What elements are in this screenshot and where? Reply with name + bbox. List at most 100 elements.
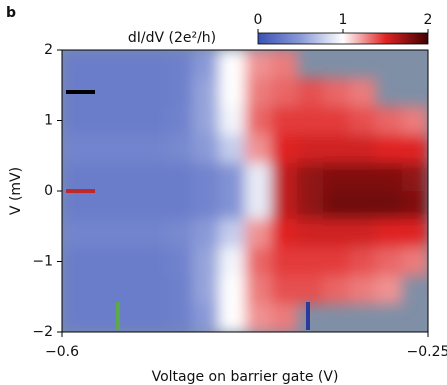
annotations <box>66 90 310 330</box>
heatmap-cell <box>271 219 298 248</box>
heatmap-cell <box>218 247 246 277</box>
heatmap-cell <box>218 106 246 136</box>
heatmap-cell <box>62 106 89 136</box>
heatmap-cell <box>218 303 246 332</box>
heatmap-cell <box>271 162 298 192</box>
heatmap-cell <box>323 275 351 305</box>
heatmap-cell <box>192 162 220 192</box>
heatmap-cell <box>271 78 298 107</box>
heatmap-cell <box>245 162 272 192</box>
heatmap-cell <box>62 191 89 220</box>
heatmap-cell <box>271 247 298 277</box>
heatmap-cell <box>401 162 428 192</box>
heatmap <box>62 50 428 332</box>
heatmap-cell <box>166 191 194 220</box>
heatmap-cell <box>245 106 272 136</box>
heatmap-cell <box>245 78 272 107</box>
heatmap-cell <box>323 106 351 136</box>
y-axis-label: V (mV) <box>8 167 24 215</box>
heatmap-cell <box>140 78 168 107</box>
heatmap-cell <box>218 162 246 192</box>
heatmap-cell <box>88 50 115 79</box>
heatmap-cell <box>245 247 272 277</box>
heatmap-cell <box>166 303 194 332</box>
heatmap-cell <box>297 275 324 305</box>
heatmap-cell <box>297 78 324 107</box>
y-tick-label: 2 <box>44 42 53 58</box>
heatmap-cell <box>114 162 141 192</box>
heatmap-cell <box>323 162 351 192</box>
heatmap-cell <box>375 134 403 164</box>
heatmap-cell <box>140 219 168 248</box>
heatmap-cell <box>375 219 403 248</box>
heatmap-cell <box>401 219 428 248</box>
heatmap-cell <box>88 275 115 305</box>
x-axis-label: Voltage on barrier gate (V) <box>152 369 339 385</box>
heatmap-cell <box>349 78 377 107</box>
heatmap-cell <box>140 134 168 164</box>
heatmap-cell <box>140 50 168 79</box>
heatmap-cell <box>140 106 168 136</box>
heatmap-cell <box>88 247 115 277</box>
heatmap-cell <box>271 303 298 332</box>
heatmap-cell <box>62 134 89 164</box>
heatmap-cell <box>401 106 428 136</box>
heatmap-cell <box>114 219 141 248</box>
heatmap-cell <box>323 78 351 107</box>
heatmap-cell <box>140 191 168 220</box>
y-tick-label: 1 <box>44 113 53 129</box>
heatmap-cell <box>192 134 220 164</box>
heatmap-cell <box>166 134 194 164</box>
heatmap-cell <box>166 50 194 79</box>
panel-label: b <box>6 5 16 21</box>
heatmap-cell <box>218 219 246 248</box>
heatmap-cell <box>192 191 220 220</box>
heatmap-cell <box>114 191 141 220</box>
heatmap-cell <box>297 106 324 136</box>
heatmap-cell <box>375 191 403 220</box>
heatmap-cell <box>271 106 298 136</box>
heatmap-cell <box>140 303 168 332</box>
heatmap-cell <box>297 134 324 164</box>
heatmap-cell <box>140 247 168 277</box>
heatmap-cell <box>62 275 89 305</box>
heatmap-cell <box>375 247 403 277</box>
heatmap-cell <box>245 303 272 332</box>
heatmap-cell <box>245 191 272 220</box>
heatmap-cell <box>218 134 246 164</box>
heatmap-cell <box>271 134 298 164</box>
heatmap-cell <box>349 275 377 305</box>
heatmap-cell <box>192 275 220 305</box>
heatmap-cell <box>140 275 168 305</box>
heatmap-cell <box>271 50 298 79</box>
heatmap-cell <box>375 275 403 305</box>
heatmap-cell <box>62 219 89 248</box>
heatmap-cell <box>245 275 272 305</box>
heatmap-cell <box>349 191 377 220</box>
colorbar-tick-label: 2 <box>424 12 433 28</box>
heatmap-cell <box>88 191 115 220</box>
y-tick-label: −2 <box>32 324 53 340</box>
heatmap-cell <box>218 50 246 79</box>
heatmap-cell <box>375 106 403 136</box>
y-tick-label: 0 <box>44 183 53 199</box>
x-tick-label: −0.6 <box>45 344 79 360</box>
heatmap-cell <box>349 162 377 192</box>
heatmap-cell <box>88 219 115 248</box>
heatmap-cell <box>88 106 115 136</box>
heatmap-cell <box>218 191 246 220</box>
heatmap-cell <box>297 247 324 277</box>
heatmap-cell <box>297 219 324 248</box>
heatmap-cell <box>166 275 194 305</box>
colorbar <box>257 32 429 45</box>
heatmap-cell <box>297 162 324 192</box>
x-tick-label: −0.25 <box>407 344 447 360</box>
heatmap-cell <box>114 50 141 79</box>
heatmap-cell <box>88 134 115 164</box>
colorbar-tick-label: 1 <box>339 12 348 28</box>
heatmap-cells <box>62 50 428 332</box>
heatmap-cell <box>401 191 428 220</box>
heatmap-cell <box>114 78 141 107</box>
heatmap-cell <box>297 191 324 220</box>
